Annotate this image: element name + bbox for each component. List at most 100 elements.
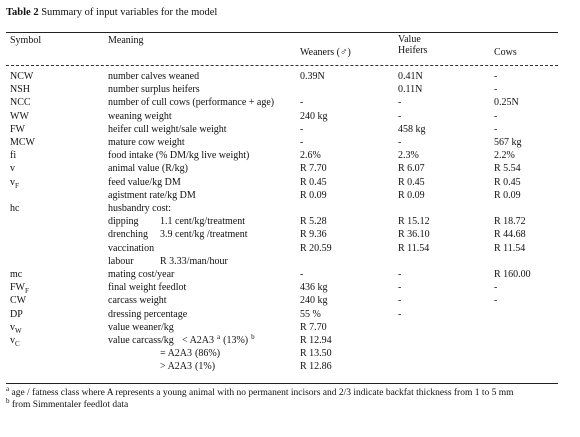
weaners-value: - [300, 269, 304, 280]
header-meaning: Meaning [108, 35, 144, 46]
weaners-value: R 13.50 [300, 348, 332, 360]
symbol: mc [10, 269, 23, 280]
header-value: Value [398, 34, 421, 45]
symbol: FW [10, 123, 25, 135]
symbol-cell: vF [10, 176, 19, 190]
detail-text: R 3.33/man/hour [160, 255, 228, 267]
detail-text: (1%) [195, 361, 216, 373]
weaners-value: R 5.28 [300, 216, 327, 228]
meaning-cell: mature cow weight [108, 137, 185, 148]
symbol-cell: fi [10, 150, 16, 162]
symbol-cell: CW [10, 295, 26, 307]
detail-text: = A2A3 [160, 348, 193, 360]
meaning-cell: dressing percentage [108, 308, 188, 320]
meaning-cell: carcass weight [108, 295, 167, 307]
meaning-cell: mating cost/year [108, 269, 175, 280]
meaning-cell: food intake (% DM/kg live weight) [108, 150, 250, 162]
heifers-value: R 0.45 [398, 176, 425, 188]
meaning-cell: weaning weight [108, 110, 172, 122]
top-rule [6, 32, 558, 33]
detail-text: 3.9 cent/kg /treatment [160, 229, 248, 241]
meaning-cell: feed value/kg DM [108, 176, 181, 188]
weaners-value: R 12.86 [300, 361, 332, 373]
meaning-detail: > A2A3 (1%) [160, 361, 218, 373]
cows-value: R 44.68 [494, 229, 526, 241]
bottom-rule [6, 383, 558, 384]
table-title: Summary of input variables for the model [41, 7, 218, 18]
symbol-subscript: F [15, 181, 19, 190]
weaners-value: 55 % [300, 308, 321, 320]
symbol-cell: NCC [10, 97, 31, 109]
meaning-detail: 1.1 cent/kg/treatment [160, 216, 248, 228]
header-cows: Cows [494, 47, 517, 58]
cows-value: - [494, 295, 498, 307]
meaning-cell: animal value (R/kg) [108, 163, 188, 175]
weaners-value: - [300, 123, 304, 135]
meaning-cell: husbandry cost: [108, 203, 172, 214]
footnote: b from Simmentaler feedlot data [6, 397, 562, 412]
detail-text: 1.1 cent/kg/treatment [160, 216, 245, 228]
symbol-cell: DP [10, 309, 23, 321]
symbol: NSH [10, 84, 31, 96]
header-rule [6, 65, 558, 66]
symbol-cell: v [10, 163, 15, 175]
meaning-cell: value weaner/kg [108, 321, 174, 333]
heifers-value: - [398, 110, 402, 122]
meaning-cell: vaccination [108, 242, 155, 254]
symbol-cell: FWF [10, 282, 29, 295]
meaning-cell: number surplus heifers [108, 84, 200, 96]
cows-value: - [494, 71, 498, 82]
weaners-value: - [300, 97, 304, 109]
footnotes: a age / fatness class where A represents… [6, 384, 562, 412]
cows-value: 2.2% [494, 150, 515, 162]
heifers-value: R 11.54 [398, 242, 430, 254]
footnote-text: from Simmentaler feedlot data [11, 399, 129, 410]
weaners-value: 436 kg [300, 282, 328, 294]
symbol-cell: NSH [10, 84, 30, 96]
meaning-cell: labour [108, 255, 134, 267]
cows-value: R 0.09 [494, 189, 521, 201]
cows-value: 567 kg [494, 137, 522, 148]
heifers-value: - [398, 308, 402, 320]
detail-text: (86%) [195, 348, 221, 360]
symbol: MCW [10, 137, 35, 148]
cows-value: - [494, 282, 498, 294]
cows-value: - [494, 84, 498, 96]
heifers-value: R 36.10 [398, 229, 430, 241]
header-weaners: Weaners (♂) [300, 47, 351, 58]
heifers-value: - [398, 137, 402, 148]
symbol-subscript: C [15, 340, 20, 348]
cows-value: R 18.72 [494, 216, 526, 228]
heifers-value: 2.3% [398, 150, 419, 162]
footnote-mark: a [6, 384, 10, 393]
meaning-cell: heifer cull weight/sale weight [108, 123, 227, 135]
heifers-value: - [398, 97, 402, 109]
cows-value: R 11.54 [494, 242, 526, 254]
symbol-cell: vC [10, 335, 20, 348]
symbol-cell: vW [10, 322, 22, 335]
meaning-cell: agistment rate/kg DM [108, 189, 196, 201]
weaners-value: 2.6% [300, 150, 321, 162]
cows-value: - [494, 110, 498, 122]
symbol: CW [10, 295, 27, 307]
symbol-subscript: W [15, 326, 22, 335]
weaners-value: 0.39N [300, 71, 325, 82]
cows-value: - [494, 123, 498, 135]
meaning-cell: number calves weaned [108, 71, 200, 82]
detail-superscript: a [217, 332, 221, 341]
symbol: DP [10, 308, 23, 320]
meaning-detail: < A2A3 a (13%) b [182, 332, 258, 347]
detail-text: > A2A3 [160, 361, 193, 373]
symbol: v [10, 176, 15, 188]
heifers-value: R 6.07 [398, 163, 425, 175]
cows-value: 0.25N [494, 97, 519, 109]
symbol: hc [10, 203, 20, 214]
weaners-value: 240 kg [300, 295, 328, 307]
detail-text: (13%) [223, 335, 249, 346]
symbol: v [10, 335, 15, 346]
table-caption: Table 2 Summary of input variables for t… [6, 7, 217, 19]
symbol: NCW [10, 71, 34, 82]
meaning-detail: 3.9 cent/kg /treatment [160, 229, 250, 241]
weaners-value: R 0.09 [300, 189, 327, 201]
